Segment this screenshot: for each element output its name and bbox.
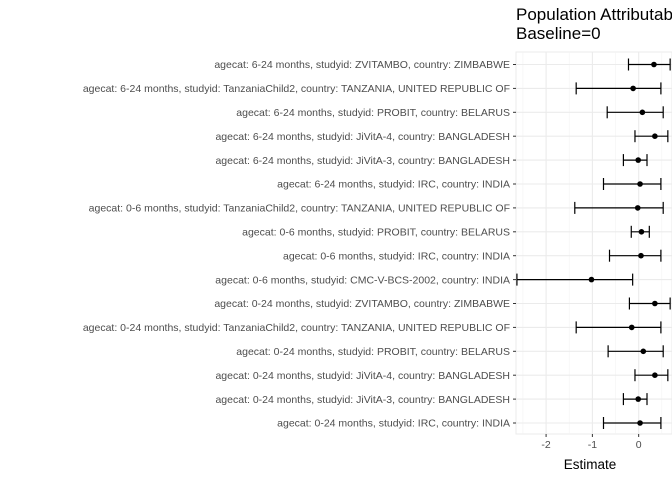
estimate-row [516, 273, 634, 286]
point-estimate [638, 252, 644, 259]
y-tick-label: agecat: 0-24 months, studyid: IRC, count… [277, 418, 510, 430]
y-tick-label: agecat: 0-24 months, studyid: PROBIT, co… [236, 346, 510, 358]
y-tick-label: agecat: 6-24 months, studyid: PROBIT, co… [236, 107, 510, 119]
y-tick-label: agecat: 6-24 months, studyid: ZVITAMBO, … [214, 59, 510, 71]
estimate-marks [516, 58, 671, 429]
x-tick-label: 0 [636, 439, 642, 451]
estimate-row [634, 369, 669, 382]
chart-title-line-1: Population Attributable [516, 5, 672, 24]
estimate-row [630, 225, 650, 238]
x-axis-title: Estimate [564, 457, 617, 472]
point-estimate [651, 61, 657, 68]
y-tick-label: agecat: 0-6 months, studyid: TanzaniaChi… [89, 203, 510, 215]
point-estimate [640, 348, 647, 355]
y-tick-label: agecat: 6-24 months, studyid: JiVitA-3, … [215, 155, 510, 167]
estimate-row [608, 249, 662, 262]
y-tick-label: agecat: 0-6 months, studyid: PROBIT, cou… [242, 227, 510, 239]
point-estimate [637, 181, 643, 187]
y-tick-label: agecat: 0-24 months, studyid: ZVITAMBO, … [214, 298, 510, 310]
y-tick-label: agecat: 0-6 months, studyid: CMC-V-BCS-2… [215, 274, 510, 286]
estimate-row [628, 297, 671, 310]
y-tick-label: agecat: 0-6 months, studyid: IRC, countr… [283, 250, 510, 262]
plot-panel [515, 51, 672, 435]
estimate-row [622, 393, 648, 406]
estimate-row [627, 58, 671, 71]
y-tick-label: agecat: 6-24 months, studyid: TanzaniaCh… [83, 83, 510, 95]
estimate-row [602, 178, 662, 190]
y-tick-label: agecat: 0-24 months, studyid: JiVitA-4, … [215, 370, 510, 382]
y-tick-label: agecat: 6-24 months, studyid: IRC, count… [277, 179, 510, 191]
panel-background [515, 51, 672, 435]
point-estimate [652, 133, 658, 139]
chart-title: Population Attributable Baseline=0 [516, 5, 672, 43]
estimate-row [602, 417, 662, 429]
point-estimate [588, 276, 595, 283]
y-tick-label: agecat: 6-24 months, studyid: JiVitA-4, … [215, 131, 510, 143]
point-estimate [639, 109, 646, 116]
y-axis-labels: agecat: 6-24 months, studyid: ZVITAMBO, … [83, 59, 516, 430]
x-tick-label: -1 [588, 439, 597, 451]
y-tick-label: agecat: 0-24 months, studyid: TanzaniaCh… [83, 322, 510, 334]
estimate-row [634, 130, 669, 143]
point-estimate [638, 229, 645, 235]
y-tick-label: agecat: 0-24 months, studyid: JiVitA-3, … [215, 394, 510, 406]
estimate-row [606, 106, 664, 119]
point-estimate [630, 85, 636, 92]
estimate-row [575, 321, 662, 334]
point-estimate [637, 420, 643, 426]
x-axis-ticks: -2 -1 0 [541, 434, 642, 451]
x-tick-label: -2 [541, 439, 550, 451]
estimate-row [575, 82, 662, 95]
estimate-row [574, 201, 664, 214]
estimate-row [622, 154, 648, 167]
chart-title-line-2: Baseline=0 [516, 24, 601, 43]
estimate-row [607, 345, 664, 358]
point-estimate [634, 205, 641, 211]
point-estimate [635, 157, 642, 163]
point-estimate [628, 324, 635, 331]
point-estimate [635, 396, 642, 402]
point-estimate [652, 300, 658, 307]
point-estimate [652, 372, 658, 379]
